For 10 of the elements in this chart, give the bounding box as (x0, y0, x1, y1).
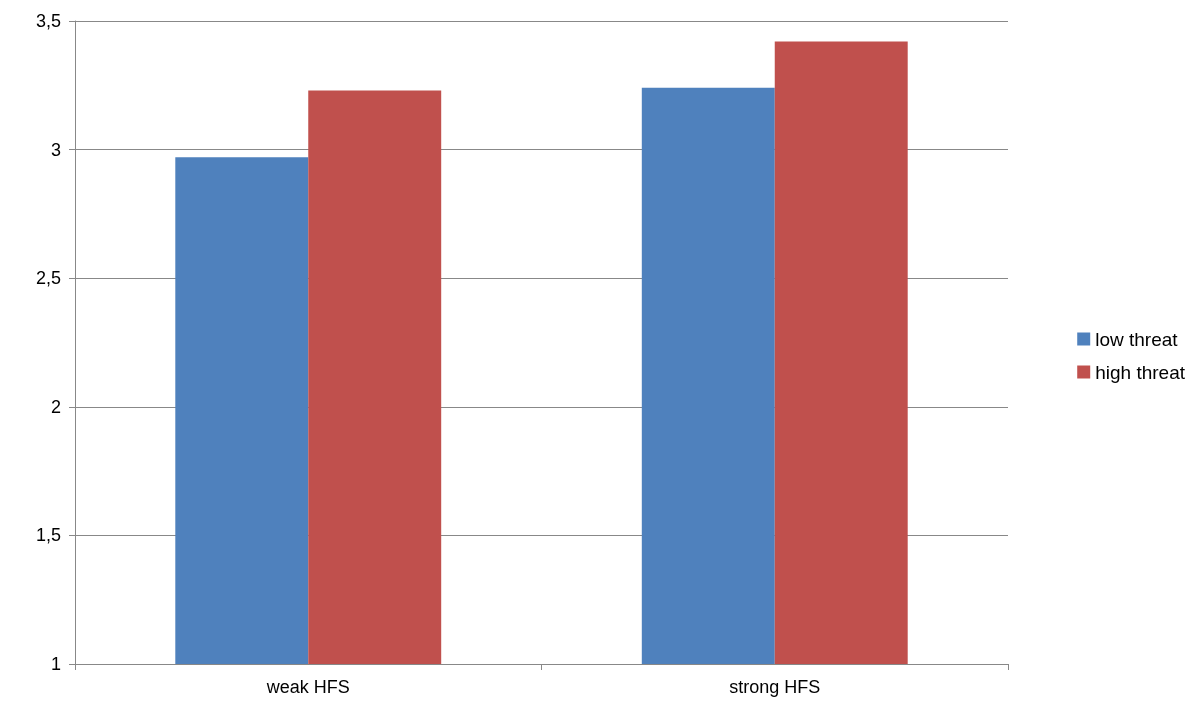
legend-label: low threat (1095, 328, 1179, 350)
y-tick-label: 3 (50, 139, 61, 160)
y-tick-label: 2 (50, 396, 61, 417)
legend-label: high threat (1095, 361, 1186, 383)
y-tick-label: 1 (50, 654, 61, 674)
y-tick-label: 2,5 (35, 268, 61, 289)
x-tick-label: weak HFS (265, 677, 350, 697)
x-tick-label: strong HFS (729, 677, 821, 697)
y-tick-label: 1,5 (35, 525, 61, 546)
y-tick-label: 3,5 (35, 11, 61, 31)
